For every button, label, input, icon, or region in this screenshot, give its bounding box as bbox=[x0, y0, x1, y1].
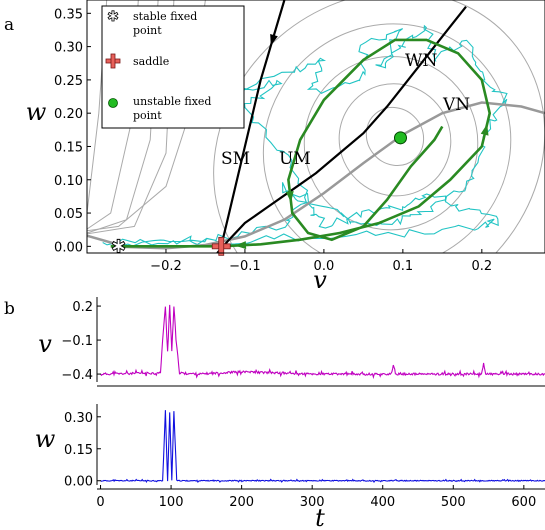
x-tick-label: −0.1 bbox=[229, 259, 261, 274]
fixed-points: ✱ bbox=[111, 131, 407, 258]
unstable-fixed-point bbox=[393, 131, 407, 145]
flow-orbit bbox=[262, 23, 512, 253]
v-nullcline bbox=[87, 101, 545, 250]
manifold-arrow bbox=[270, 34, 278, 46]
y-axis-label: w bbox=[26, 98, 47, 126]
legend-unstable-marker bbox=[108, 98, 118, 108]
x-tick-label: 0.0 bbox=[314, 259, 335, 274]
phase-plane-plot: ✱ −0.2 −0.1 0.0 0.1 0.2 0.00 0.05 0.10 0.15 0.20… bbox=[26, 0, 545, 294]
manifolds bbox=[110, 0, 492, 250]
legend-stable-line1: stable fixed bbox=[133, 10, 197, 23]
y-tick-label: 0.2 bbox=[72, 300, 93, 315]
panel-label-a: a bbox=[4, 15, 14, 35]
t-axis-label: t bbox=[315, 504, 325, 530]
x-tick-label: 100 bbox=[159, 495, 184, 510]
legend-unstable-line1: unstable fixed bbox=[133, 95, 211, 108]
flow-orbit bbox=[213, 0, 545, 253]
stable-fixed-point: ✱ bbox=[111, 236, 126, 257]
nullclines bbox=[87, 6, 545, 253]
flow-orbit bbox=[338, 83, 452, 197]
x-tick-label: 600 bbox=[511, 495, 536, 510]
legend-unstable-line2: point bbox=[133, 109, 162, 122]
panel-label-b: b bbox=[4, 299, 15, 319]
time-series-line bbox=[100, 410, 545, 484]
w-y-ticks: 0.00 0.15 0.30 bbox=[64, 411, 101, 490]
y-tick-label: −0.4 bbox=[61, 368, 93, 383]
flow-orbit bbox=[303, 55, 479, 231]
y-tick-label: 0.30 bbox=[64, 411, 93, 426]
noisy-trajectory bbox=[102, 24, 508, 249]
w-axes-frame bbox=[96, 404, 545, 490]
y-ticks: 0.00 0.05 0.10 0.15 0.20 0.25 0.30 0.35 bbox=[54, 7, 91, 255]
y-tick-label: 0.30 bbox=[54, 41, 83, 56]
w-axis-label: w bbox=[35, 425, 56, 453]
x-axis-label: v bbox=[313, 266, 327, 294]
annotation-wn: WN bbox=[405, 51, 437, 71]
y-tick-label: 0.20 bbox=[54, 107, 83, 122]
x-tick-label: 0.1 bbox=[393, 259, 414, 274]
manifold-arrow bbox=[480, 123, 489, 136]
phase-plane-frame bbox=[86, 0, 545, 254]
annotation-vn: VN bbox=[442, 95, 470, 115]
y-tick-label: −0.1 bbox=[61, 334, 93, 349]
x-tick-label: 500 bbox=[441, 495, 466, 510]
legend-box bbox=[101, 5, 245, 129]
y-tick-label: 0.10 bbox=[54, 174, 83, 189]
v-y-ticks: 0.2 −0.1 −0.4 bbox=[61, 300, 101, 383]
legend-stable-line2: point bbox=[133, 24, 162, 37]
x-tick-label: 0 bbox=[96, 495, 104, 510]
v-timeseries-plot: 0.2 −0.1 −0.4 v bbox=[38, 297, 545, 387]
unstable-manifold bbox=[110, 38, 492, 248]
x-tick-label: −0.2 bbox=[150, 259, 182, 274]
x-tick-label: 400 bbox=[370, 495, 395, 510]
x-tick-label: 200 bbox=[229, 495, 254, 510]
saddle-point bbox=[211, 236, 231, 256]
w-timeseries-plot: 0.00 0.15 0.30 0 100 200 300 400 500 600 w t bbox=[35, 404, 545, 530]
y-tick-label: 0.00 bbox=[54, 240, 83, 255]
legend: ✱ stable fixed point saddle unstable fix… bbox=[101, 5, 245, 129]
y-tick-label: 0.25 bbox=[54, 74, 83, 89]
x-tick-label: 0.2 bbox=[471, 259, 492, 274]
annotation-sm: SM bbox=[221, 149, 250, 169]
annotation-um: UM bbox=[279, 149, 311, 169]
v-axes-frame bbox=[96, 297, 545, 387]
y-tick-label: 0.00 bbox=[64, 475, 93, 490]
y-tick-label: 0.35 bbox=[54, 7, 83, 22]
y-tick-label: 0.15 bbox=[54, 140, 83, 155]
legend-saddle-marker bbox=[105, 53, 121, 69]
y-tick-label: 0.05 bbox=[54, 207, 83, 222]
w-nullcline bbox=[216, 6, 467, 253]
t-x-ticks: 0 100 200 300 400 500 600 bbox=[96, 485, 536, 510]
manifold-arrow bbox=[234, 241, 247, 250]
time-series-line bbox=[100, 304, 545, 380]
x-tick-label: 300 bbox=[300, 495, 325, 510]
y-tick-label: 0.15 bbox=[64, 443, 93, 458]
v-axis-label: v bbox=[38, 330, 52, 358]
manifold-arrow bbox=[285, 190, 294, 203]
x-ticks: −0.2 −0.1 0.0 0.1 0.2 bbox=[150, 249, 492, 274]
legend-stable-marker: ✱ bbox=[107, 9, 119, 25]
noisy-trajectory-path bbox=[102, 24, 508, 249]
legend-saddle-label: saddle bbox=[133, 55, 169, 68]
